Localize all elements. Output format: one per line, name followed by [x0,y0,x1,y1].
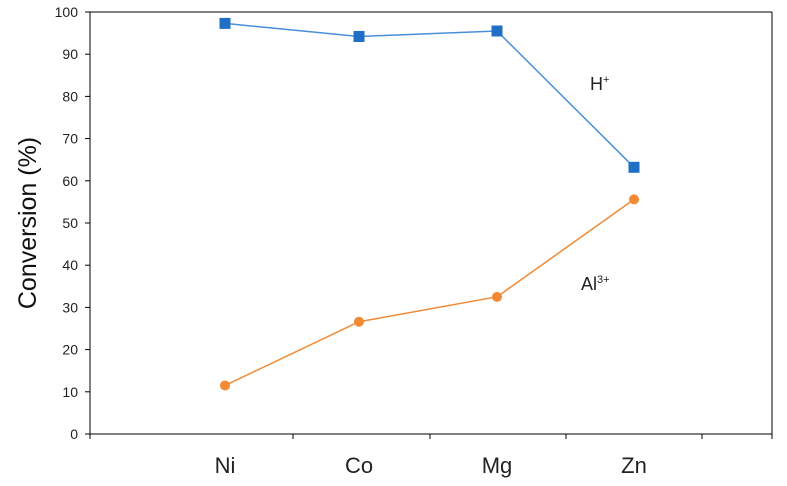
y-tick-label: 40 [62,257,78,273]
plot-frame [89,11,773,435]
series-line-h [224,22,635,168]
data-point-h [628,161,640,173]
data-point-al [492,291,502,302]
data-point-al [354,316,364,327]
data-point-al [220,380,230,391]
series-layer [219,17,640,391]
y-axis-ticks: 0 10 20 30 40 50 60 70 80 90 100 [55,4,90,442]
series-line-al [224,198,635,387]
series-labels: H+ Al3+ [581,74,610,294]
data-point-al [629,194,639,205]
x-tick-label: Ni [215,453,236,478]
y-tick-label: 70 [62,131,78,147]
y-tick-label: 80 [62,88,78,104]
series-label-al: Al3+ [581,274,610,294]
x-axis-ticks: Ni Co Mg Zn [89,434,773,478]
x-tick-label: Zn [621,453,647,478]
y-tick-label: 50 [62,215,78,231]
y-tick-label: 60 [62,173,78,189]
x-tick-label: Mg [482,453,513,478]
y-tick-label: 30 [62,299,78,315]
x-tick-label: Co [345,453,373,478]
data-point-h [353,30,365,42]
series-label-h: H+ [590,74,609,94]
y-tick-label: 0 [70,426,78,442]
y-tick-label: 90 [62,46,78,62]
y-tick-label: 20 [62,342,78,358]
y-axis-title: Conversion (%) [14,137,42,309]
y-tick-label: 100 [55,4,79,20]
data-point-h [219,17,231,29]
data-point-h [491,25,503,37]
y-tick-label: 10 [62,384,78,400]
